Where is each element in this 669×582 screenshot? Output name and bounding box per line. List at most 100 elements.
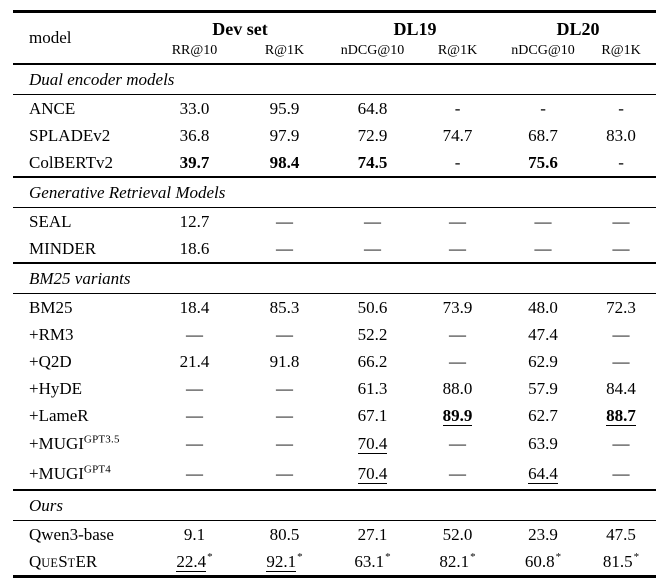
significance-asterisk: * (555, 550, 562, 563)
metric-value: 57.9 (528, 378, 558, 398)
metric-value: 36.8 (179, 125, 210, 145)
column-header-ndcg10-dl20: nDCG@10 (511, 43, 575, 58)
metric-cell: 18.4 (150, 294, 239, 322)
metric-value: 9.1 (183, 524, 206, 544)
metric-value: 82.1 (439, 551, 470, 571)
metric-cell: 74.5 (330, 149, 415, 177)
metric-cell: 63.9 (500, 429, 586, 459)
table-row: ANCE 33.0 95.9 64.8 - - - (13, 94, 657, 123)
metric-cell: - (586, 149, 656, 177)
table-row: SPLADEv2 36.8 97.9 72.9 74.7 68.7 83.0 (13, 122, 656, 149)
metric-cell: — (415, 235, 500, 263)
metric-cell: 97.9 (239, 122, 330, 149)
metric-cell: 84.4 (586, 375, 656, 402)
metric-cell: 67.1 (330, 402, 415, 429)
metric-value: — (186, 434, 203, 453)
metric-value: — (364, 211, 382, 231)
metric-value: - (618, 152, 624, 172)
metric-cell: — (586, 321, 656, 348)
metric-cell: 89.9 (415, 402, 500, 429)
column-header-r1k-dev: R@1K (264, 43, 305, 58)
metric-value: 61.3 (357, 378, 388, 398)
metric-value: — (276, 211, 293, 231)
table-row: +MUGIGPT3.5 — — 70.4 — 63.9 — (13, 429, 656, 459)
metric-cell: — (239, 402, 330, 429)
metric-cell: 82.1* (415, 548, 500, 577)
model-name-cell: ColBERTv2 (29, 152, 113, 172)
metric-value: 72.3 (606, 297, 636, 317)
metric-value: 47.5 (606, 524, 636, 544)
significance-asterisk: * (470, 550, 476, 563)
metric-value: 73.9 (442, 297, 473, 317)
model-name-cell: Qwen3-base (29, 524, 114, 544)
metric-cell: 23.9 (500, 521, 586, 549)
metric-cell: 92.1* (239, 548, 330, 577)
metric-value: 85.3 (269, 297, 300, 317)
metric-value: 60.8 (524, 551, 555, 571)
metric-cell: 47.4 (500, 321, 586, 348)
significance-asterisk: * (207, 550, 213, 563)
metric-cell: — (415, 348, 500, 375)
model-name-cell: ANCE (29, 98, 76, 118)
metric-value: — (276, 238, 293, 258)
model-name-cell: SPLADEv2 (29, 125, 111, 145)
table-row: +HyDE — — 61.3 88.0 57.9 84.4 (13, 375, 656, 402)
metric-cell: - (586, 95, 656, 123)
metric-cell: 9.1 (150, 521, 239, 549)
metric-cell: 62.9 (500, 348, 586, 375)
table-row: ColBERTv2 39.7 98.4 74.5 - 75.6 - (13, 149, 656, 177)
metric-cell: 52.2 (330, 321, 415, 348)
header-metric-row: RR@10 R@1K nDCG@10 R@1K nDCG@10 R@1K (13, 41, 656, 64)
metric-value: — (276, 378, 293, 398)
table-row: +RM3 — — 52.2 — 47.4 — (13, 321, 656, 348)
column-header-ndcg10-dl19: nDCG@10 (340, 43, 405, 58)
metric-cell: 57.9 (500, 375, 586, 402)
metric-value: 98.4 (269, 152, 300, 172)
model-name-cell: +Q2D (29, 351, 72, 371)
metric-value: 80.5 (269, 524, 300, 544)
metric-value: 18.4 (179, 297, 210, 317)
header-group-row: model Dev set DL19 DL20 (13, 12, 656, 47)
section-title-row: Ours (13, 490, 657, 521)
metric-value: 97.9 (269, 125, 300, 145)
metric-cell: 21.4 (150, 348, 239, 375)
table-row: +LameR — — 67.1 89.9 62.7 88.7 (13, 402, 656, 429)
metric-cell: 68.7 (500, 122, 586, 149)
metric-value: 75.6 (528, 152, 558, 172)
metric-cell: 48.0 (500, 294, 586, 322)
metric-value: 95.9 (269, 98, 300, 118)
smallcaps-letter: T (67, 555, 76, 570)
significance-asterisk: * (385, 550, 391, 563)
section-title: Dual encoder models (29, 69, 175, 89)
metric-value: — (449, 324, 467, 344)
metric-value: - (454, 152, 461, 172)
model-name-cell: BM25 (29, 297, 73, 317)
metric-value: 12.7 (179, 211, 210, 231)
metric-cell: 33.0 (150, 95, 239, 123)
table-row: QUESTER 22.4* 92.1* 63.1* 82.1* 60.8* 81.5* (13, 548, 656, 577)
column-header-model: model (29, 28, 72, 47)
metric-cell: — (330, 235, 415, 263)
column-group-dl20: DL20 (556, 19, 600, 39)
metric-cell: — (500, 208, 586, 236)
metric-value: — (612, 464, 630, 483)
metric-cell: 88.7 (586, 402, 656, 429)
metric-value: - (454, 98, 461, 118)
metric-value: 18.6 (179, 238, 210, 258)
table-row: MINDER 18.6 — — — — — (13, 235, 656, 263)
model-superscript: GPT3.5 (83, 433, 120, 446)
metric-value: — (364, 238, 382, 258)
metric-cell: 27.1 (330, 521, 415, 549)
metric-cell: - (415, 95, 500, 123)
metric-cell: — (150, 375, 239, 402)
metric-cell: 52.0 (415, 521, 500, 549)
metric-value: 63.9 (528, 434, 558, 453)
metric-value: — (276, 324, 293, 344)
metric-value: 21.4 (179, 351, 210, 371)
metric-cell: — (415, 208, 500, 236)
metric-cell: 81.5* (586, 548, 656, 577)
column-group-dl19: DL19 (393, 19, 437, 39)
benchmark-results-table: model Dev set DL19 DL20 RR@10 R@1K nDCG@… (13, 10, 657, 578)
metric-value: 50.6 (357, 297, 388, 317)
metric-cell: 70.4 (330, 429, 415, 459)
